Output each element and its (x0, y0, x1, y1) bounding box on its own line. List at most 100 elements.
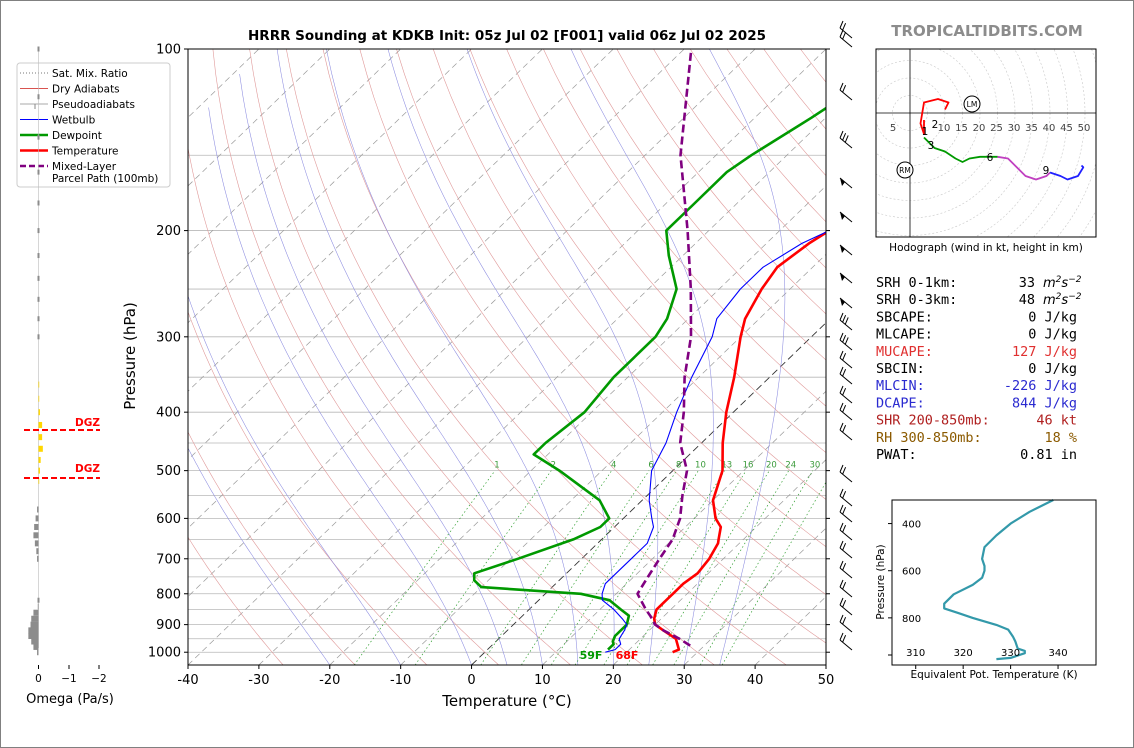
omega-bar (34, 540, 39, 547)
param-label: PWAT: (876, 447, 917, 463)
param-value: 33 (1019, 275, 1035, 291)
moist-adiabat (276, 49, 543, 665)
omega-bar (33, 609, 39, 616)
legend-label-line: Dry Adiabats (52, 84, 120, 96)
wind-barb-flag (839, 130, 844, 139)
moist-adiabat (208, 107, 472, 665)
wind-barb-staff (839, 621, 853, 633)
wind-barb-flag (839, 560, 844, 569)
omega-bar (38, 477, 40, 484)
hodograph-ring-label: 20 (973, 123, 986, 134)
dgz-label-top: DGZ (75, 417, 100, 429)
param-label: SRH 0-3km: (876, 292, 957, 308)
param-unit: m2s−2 (1043, 275, 1082, 291)
wind-barb-flag (842, 405, 847, 413)
wind-barb-staff (839, 137, 853, 149)
theta-e-profile (943, 499, 1054, 661)
theta-e-xlabel: Equivalent Pot. Temperature (K) (910, 669, 1077, 681)
isotherm-line (188, 49, 756, 598)
theta-e-panel: 310 320 330 340 400 600 800 (888, 499, 1068, 669)
mixing-ratio-label: 16 (743, 461, 754, 471)
omega-bar (37, 316, 40, 322)
hodograph-ring-label: 40 (1043, 123, 1056, 134)
wind-barb-flag (839, 579, 844, 588)
legend-label-line: Mixed-Layer (52, 161, 117, 173)
theta-e-xtick-label: 320 (954, 648, 973, 659)
pressure-tick-label: 1000 (148, 646, 181, 661)
omega-bar (37, 46, 40, 52)
wind-barbs (839, 20, 853, 651)
wind-barb-flag (839, 29, 844, 38)
isotherm-line (188, 49, 685, 529)
wind-barb-flag (839, 464, 844, 473)
wind-barb-staff (839, 89, 853, 101)
brand-label: TROPICALTIDBITS.COM (891, 22, 1083, 40)
temp-tick-label: 20 (605, 673, 622, 688)
theta-e-ytick-label: 800 (902, 614, 921, 625)
mixing-ratio-line (354, 470, 496, 665)
pressure-tick-label: 800 (156, 587, 181, 602)
legend-label: Mixed-Layer Parcel Path (100mb) (52, 161, 158, 185)
omega-bar (38, 456, 41, 463)
omega-bar (37, 334, 40, 340)
omega-bar (31, 615, 39, 622)
param-unit-s: s (1061, 293, 1068, 308)
dry-adiabat (469, 49, 826, 500)
wind-barb-flag (842, 353, 847, 361)
hodograph-trace (997, 155, 1051, 181)
wind-barb (839, 177, 853, 189)
mixing-ratio-line (626, 470, 747, 665)
wind-barb-flag (842, 617, 847, 625)
wind-barb (839, 632, 853, 651)
legend-item: Sat. Mix. Ratio (20, 68, 128, 80)
wind-barb-flag (842, 525, 847, 533)
chart-title: HRRR Sounding at KDKB Init: 05z Jul 02 [… (248, 28, 766, 44)
omega-bar (28, 627, 39, 634)
wind-barb-flag (839, 614, 844, 623)
wind-barb-flag (839, 522, 844, 531)
wind-barb-flag (842, 315, 847, 323)
dry-adiabat (616, 49, 826, 315)
omega-bar (37, 603, 39, 610)
hodograph-height-label: 3 (928, 140, 935, 152)
moist-adiabat (709, 49, 786, 665)
param-row: PWAT: 0.81 in (876, 447, 1077, 463)
legend-item: Dry Adiabats (20, 84, 120, 96)
theta-e-frame (891, 499, 1097, 666)
omega-bar (37, 200, 40, 206)
wind-barb-staff (839, 319, 853, 331)
dry-adiabat (188, 146, 499, 665)
storm-motion-marker (963, 95, 981, 113)
legend-label: Wetbulb (52, 115, 96, 127)
omega-bar (33, 643, 39, 650)
moist-adiabat (188, 295, 401, 665)
hodograph-trace (1049, 164, 1085, 181)
pressure-tick-label: 900 (156, 618, 181, 633)
wind-barb-flag (842, 563, 847, 571)
param-label: SHR 200-850mb: (876, 413, 990, 429)
wind-barb (839, 29, 853, 48)
legend-item: Temperature (20, 146, 119, 158)
param-value: 844 J/kg (1012, 395, 1077, 411)
surface-dewpoint-label: 59F (580, 649, 603, 662)
dry-adiabat (506, 49, 826, 454)
param-label: MUCAPE: (876, 344, 933, 360)
omega-bar (38, 395, 40, 402)
wind-barb-staff (839, 36, 853, 48)
omega-bar (37, 94, 40, 100)
isotherm-line (258, 116, 826, 665)
dry-adiabat (188, 431, 356, 665)
wind-barb-staff (839, 547, 853, 559)
mixing-ratio-line (550, 470, 677, 665)
dry-adiabat (212, 49, 571, 665)
param-unit-exp2: −2 (1068, 292, 1082, 302)
wind-barb (839, 560, 853, 579)
wind-barb (839, 244, 853, 256)
temp-tick-label: -10 (390, 673, 411, 688)
wind-barb (839, 130, 853, 149)
wind-barb-flag (839, 20, 844, 29)
wind-barb (839, 402, 853, 421)
omega-bar (37, 555, 39, 562)
param-unit-exp: 2 (1056, 292, 1062, 302)
legend-label: Pseudoadiabats (52, 99, 135, 111)
